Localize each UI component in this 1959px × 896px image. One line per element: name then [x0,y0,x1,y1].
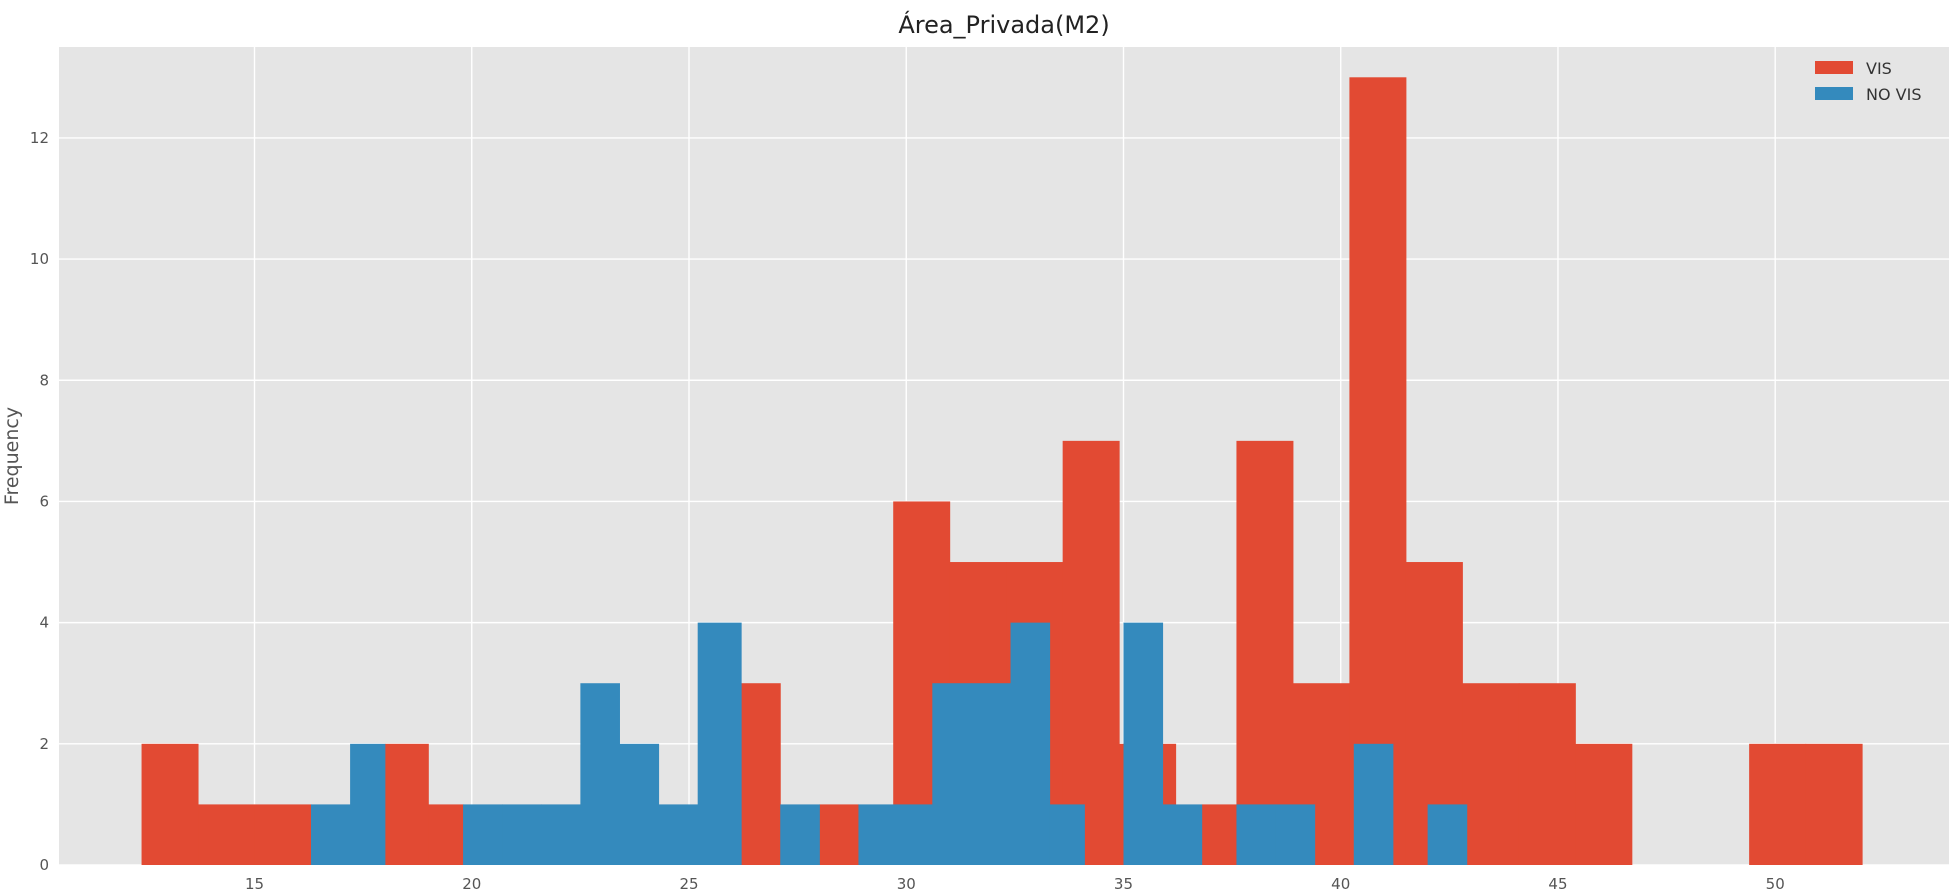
bar-no-vis [971,683,1012,865]
bar-vis [428,804,464,865]
bar-vis [741,683,781,865]
legend-swatch-no-vis [1815,87,1853,100]
bar-no-vis [350,743,386,865]
bar-no-vis [1010,622,1051,865]
x-tick-label: 35 [1114,875,1133,893]
bar-vis [198,804,256,865]
bar-no-vis [580,683,620,865]
bar-vis [1349,77,1407,866]
bar-vis [1201,804,1237,865]
bar-vis [141,743,199,865]
y-tick-label: 2 [39,735,49,753]
x-tick-label: 20 [462,875,481,893]
bar-no-vis [463,804,503,865]
bar-vis [1462,683,1520,865]
bar-no-vis [541,804,581,865]
bar-vis [254,804,312,865]
bar-no-vis [897,804,933,865]
y-tick-label: 4 [39,614,49,632]
bar-no-vis [311,804,351,865]
x-tick-labels: 15 20 25 30 35 40 45 50 [245,875,1785,893]
bars [141,77,1863,866]
bar-no-vis [697,622,742,865]
legend-label-no-vis: NO VIS [1866,85,1921,104]
y-tick-label: 10 [30,250,49,268]
bar-vis [1236,440,1294,865]
bar-no-vis [502,804,542,865]
x-tick-label: 30 [897,875,916,893]
bar-vis [1805,743,1863,865]
bar-vis [819,804,859,865]
y-tick-label: 0 [39,856,49,874]
x-tick-label: 25 [679,875,698,893]
y-axis-label: Frequency [1,407,23,505]
legend: VIS NO VIS [1815,59,1921,104]
y-tick-label: 6 [39,492,49,510]
bar-vis [1518,683,1576,865]
bar-vis [1749,743,1807,865]
x-tick-label: 40 [1331,875,1350,893]
bar-vis [384,743,429,865]
bar-vis [1575,743,1633,865]
bar-no-vis [1162,804,1203,865]
y-tick-label: 8 [39,371,49,389]
x-tick-label: 45 [1548,875,1567,893]
y-tick-label: 12 [30,129,49,147]
y-tick-labels: 0 2 4 6 8 10 12 [30,129,49,874]
x-tick-label: 15 [245,875,264,893]
legend-swatch-vis [1815,61,1853,74]
bar-no-vis [780,804,820,865]
bar-no-vis [858,804,899,865]
bar-no-vis [1236,804,1277,865]
chart-title: Área_Privada(M2) [898,10,1109,39]
bar-no-vis [658,804,699,865]
x-tick-label: 50 [1766,875,1785,893]
bar-no-vis [932,683,972,865]
bar-no-vis [619,743,660,865]
bar-no-vis [1049,804,1085,865]
bar-no-vis [1275,804,1316,865]
bar-vis [1062,440,1120,865]
bar-no-vis [1123,622,1164,865]
bar-no-vis [1427,804,1468,865]
legend-label-vis: VIS [1866,59,1892,78]
bar-no-vis [1353,743,1394,865]
